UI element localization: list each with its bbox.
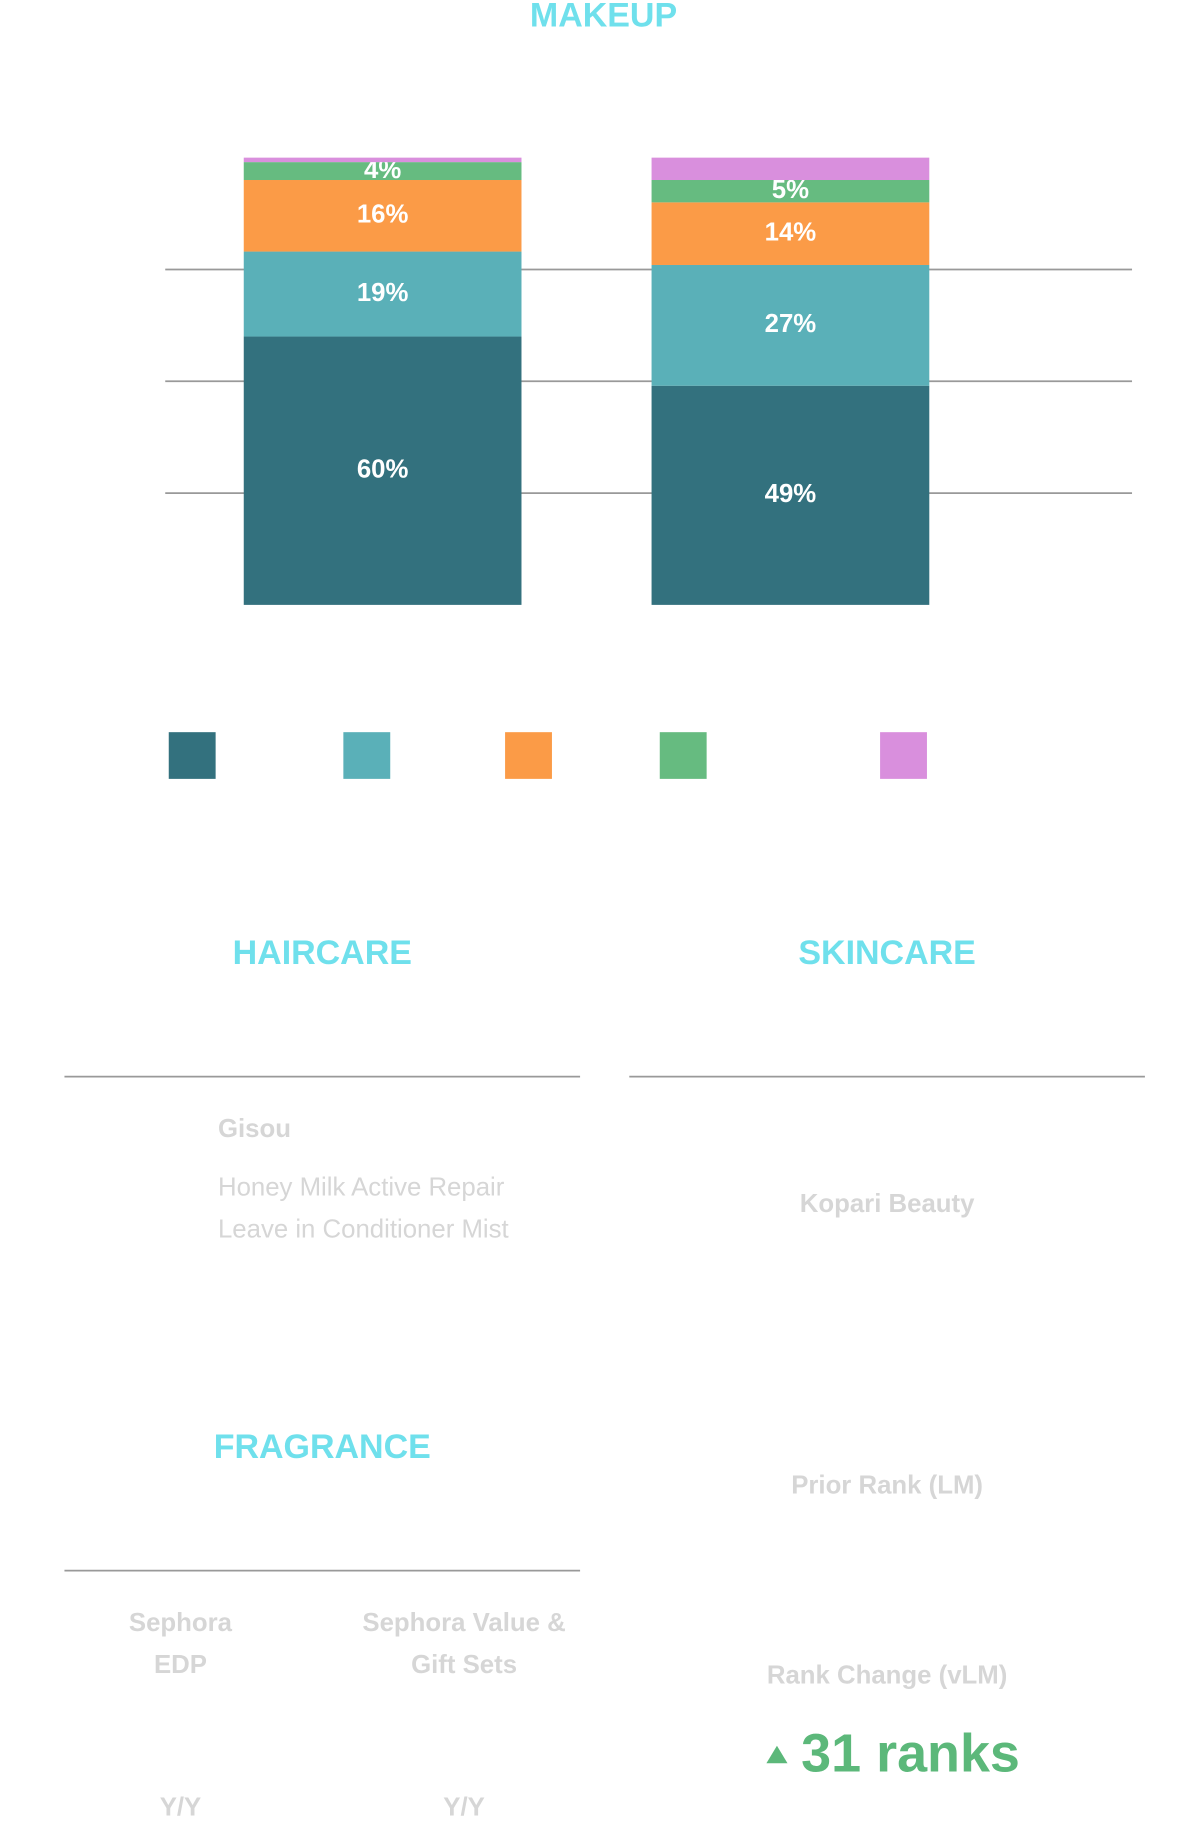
value-label: 60% xyxy=(357,456,409,484)
value-label: 49% xyxy=(765,480,817,508)
legend-swatch xyxy=(880,732,927,779)
section-title: FRAGRANCE xyxy=(214,1428,431,1466)
product: Honey Milk Active Repair xyxy=(218,1174,505,1202)
brand: Gisou xyxy=(218,1115,291,1143)
bar-segment xyxy=(243,180,522,252)
bar-segment xyxy=(651,264,930,386)
metric: Y/Y xyxy=(160,1794,202,1822)
metric: Y/Y xyxy=(443,1794,485,1822)
section-title: SKINCARE xyxy=(798,934,975,972)
rank-change: 31 ranks xyxy=(801,1724,1020,1784)
chart-title: MAKEUP xyxy=(530,0,677,34)
product: Leave in Conditioner Mist xyxy=(218,1216,509,1244)
value-label: 27% xyxy=(765,310,817,338)
column-name: Sephora Value & xyxy=(362,1609,565,1637)
bar-segment xyxy=(243,251,522,337)
legend-swatch xyxy=(505,732,552,779)
value-label: 19% xyxy=(357,279,409,307)
brand: Kopari Beauty xyxy=(800,1190,975,1218)
legend-swatch xyxy=(659,732,707,779)
column-name: Sephora xyxy=(129,1609,233,1637)
section-title: HAIRCARE xyxy=(233,934,412,972)
bar-segment xyxy=(243,162,522,181)
value-label: 14% xyxy=(765,218,817,246)
bar-segment xyxy=(651,157,930,181)
column-name: Gift Sets xyxy=(411,1651,517,1679)
bar-segment xyxy=(651,385,930,605)
bar-segment xyxy=(651,202,930,265)
value-label: 16% xyxy=(357,201,409,229)
legend-swatch xyxy=(168,732,216,779)
legend-swatch xyxy=(343,732,391,779)
label: Rank Change (vLM) xyxy=(767,1662,1007,1690)
bar-segment xyxy=(243,336,522,605)
value-label: 5% xyxy=(772,176,809,204)
stacked-bar-chart: 60%19%16%4%49%27%14%5% xyxy=(165,156,1133,779)
label: Prior Rank (LM) xyxy=(791,1471,983,1499)
column-name: EDP xyxy=(154,1651,207,1679)
bar-segment xyxy=(651,180,930,203)
bar-segment xyxy=(243,157,522,163)
up-arrow xyxy=(766,1745,788,1764)
